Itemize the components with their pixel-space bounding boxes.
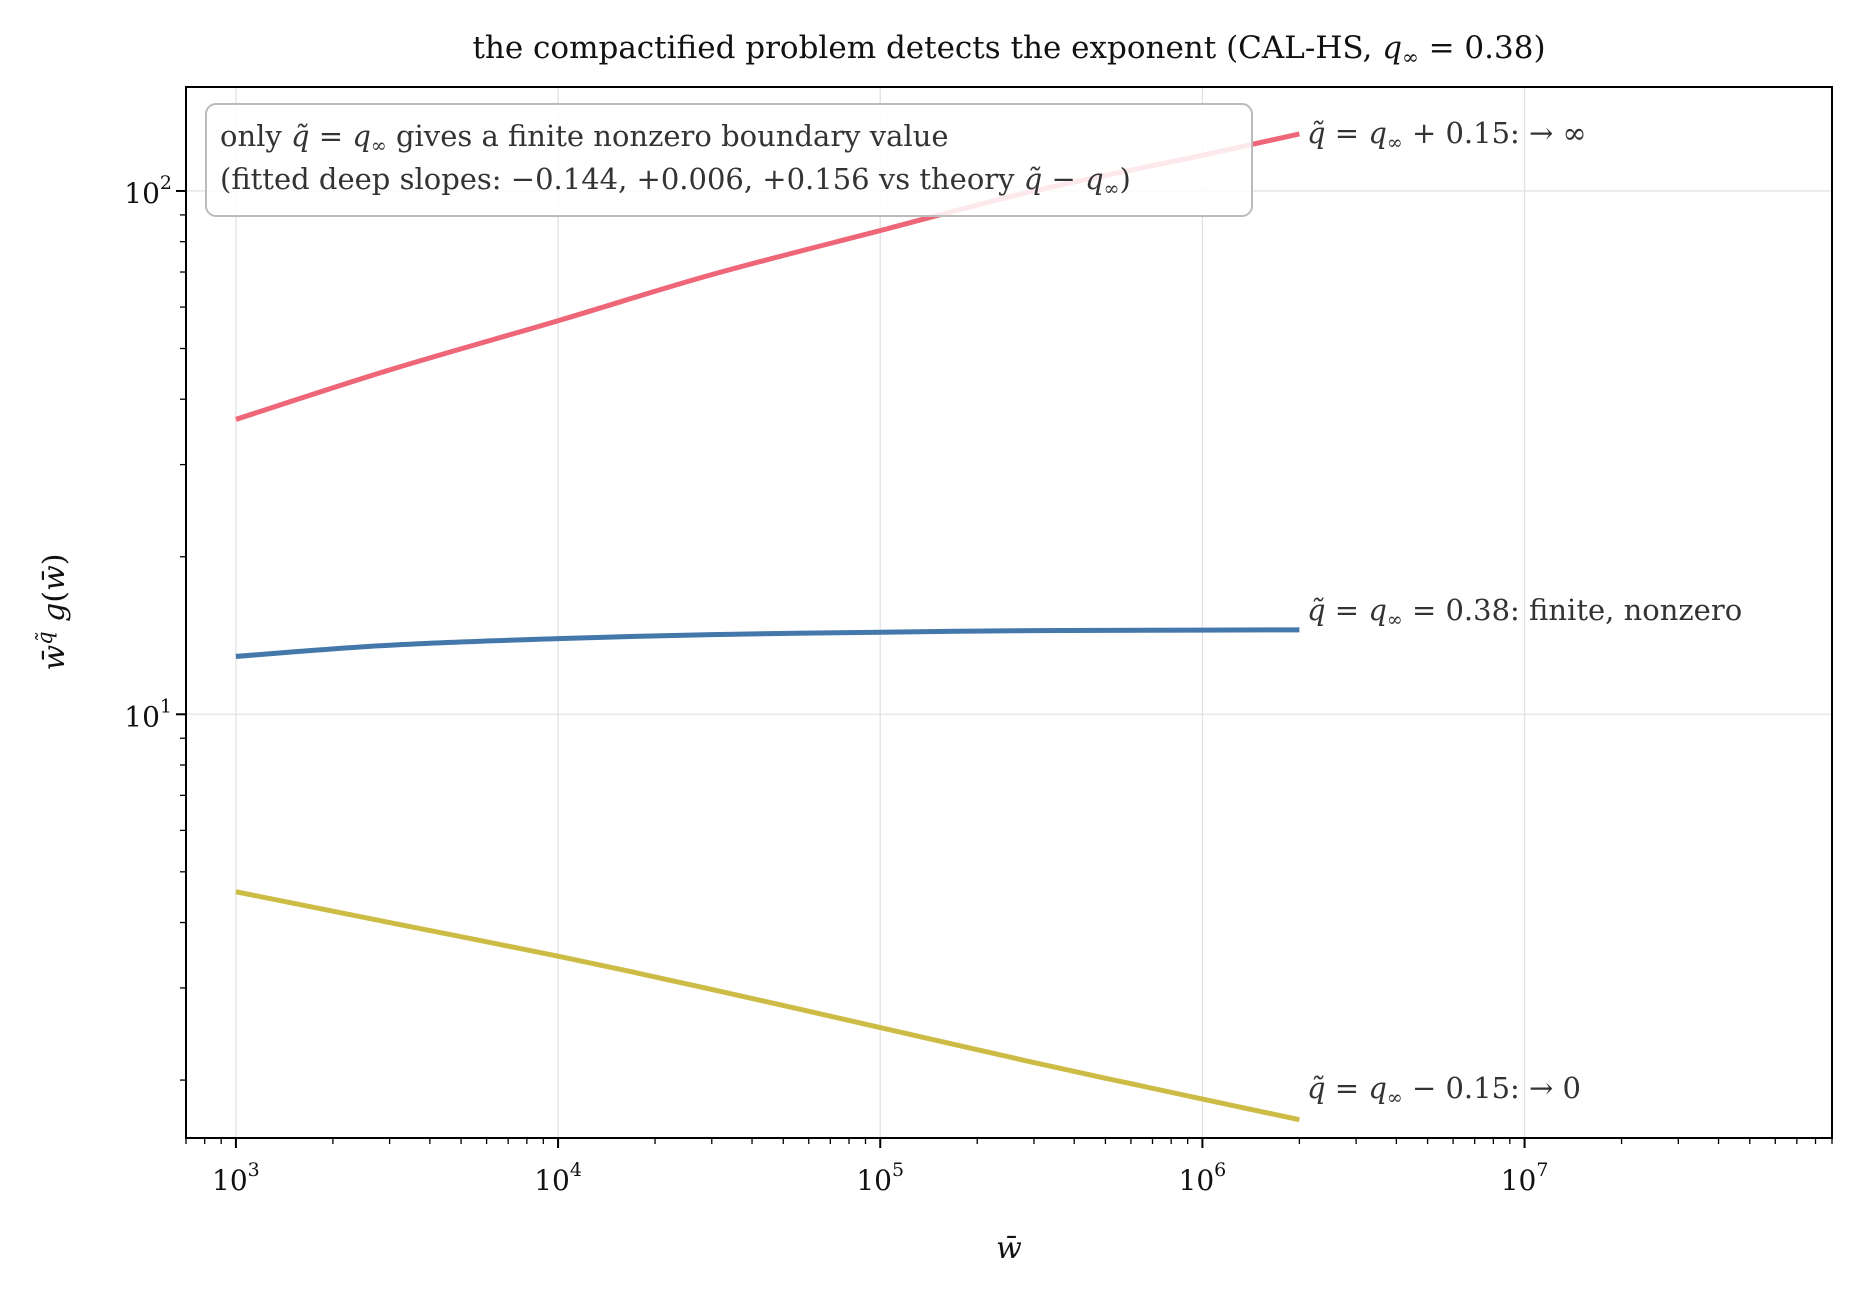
annotation-frame — [205, 103, 1253, 217]
series-labels: q̃ = q∞ + 0.15: → ∞ q̃ = q∞ = 0.38: fini… — [1307, 116, 1742, 1109]
chart-title-prefix: the compactified problem detects the exp… — [472, 30, 1382, 66]
annotation-box: only q̃ = q∞ gives a finite nonzero boun… — [205, 103, 1253, 217]
x-tick-label: 105 — [856, 1159, 904, 1197]
chart-title: the compactified problem detects the exp… — [472, 30, 1545, 69]
x-tick-label: 107 — [1501, 1159, 1549, 1197]
x-tick-label: 104 — [534, 1159, 582, 1197]
plot-frame — [185, 86, 1833, 1139]
major-ticks — [176, 189, 1526, 1148]
x-tick-label: 103 — [212, 1159, 260, 1197]
series-label-exact: q̃ = q∞ = 0.38: finite, nonzero — [1307, 593, 1742, 631]
series-lines — [235, 131, 1300, 1123]
x-axis-label: w̄ — [996, 1231, 1022, 1266]
series-line-exact — [235, 627, 1300, 659]
x-tick-labels: 103 104 105 106 107 — [212, 1159, 1548, 1197]
series-label-minus: q̃ = q∞ − 0.15: → 0 — [1307, 1071, 1581, 1109]
series-label-plus: q̃ = q∞ + 0.15: → ∞ — [1307, 116, 1587, 154]
y-tick-label: 101 — [124, 695, 172, 733]
series-line-minus — [235, 889, 1300, 1123]
y-tick-label: 102 — [124, 172, 172, 210]
annotation-line-2: (fitted deep slopes: −0.144, +0.006, +0.… — [220, 162, 1131, 200]
x-tick-label: 106 — [1179, 1159, 1227, 1197]
y-axis-label: w̄q̃ g(w̄) — [33, 553, 72, 670]
annotation-line-1: only q̃ = q∞ gives a finite nonzero boun… — [220, 119, 949, 157]
y-tick-labels: 101 102 — [124, 172, 172, 733]
minor-ticks — [180, 214, 1833, 1144]
chart-title-inf: ∞ — [1402, 45, 1419, 69]
chart-title-q: q — [1382, 30, 1402, 66]
chart-title-eq: = 0.38) — [1419, 30, 1546, 66]
